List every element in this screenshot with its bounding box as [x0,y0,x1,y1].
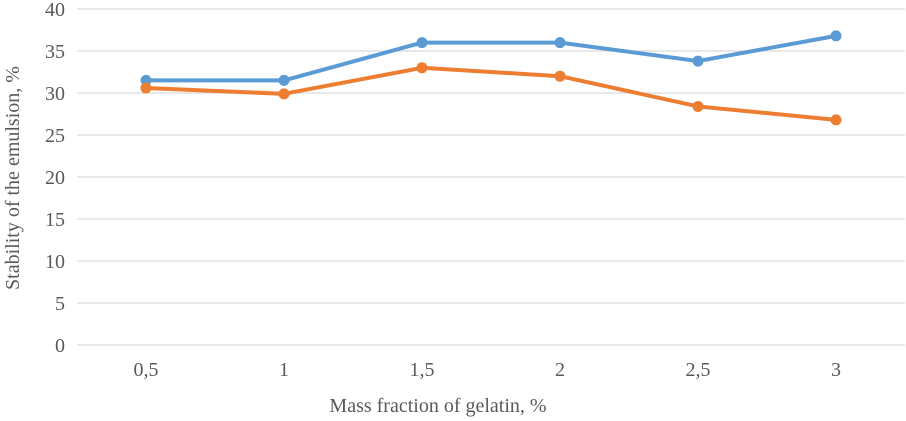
x-tick-label-2: 2 [555,359,565,381]
series-line-series-2-orange [144,65,838,122]
y-tick-label-35: 35 [45,41,65,63]
data-point-series-2-orange-x2-5 [692,100,704,112]
data-point-series-2-orange-x1 [278,88,290,100]
x-tick-label-1: 1 [279,359,289,381]
data-point-series-2-orange-x1-5 [416,62,428,74]
data-point-series-1-blue-x1-5 [416,37,428,49]
series-line-series-1-blue [144,33,838,83]
data-point-series-2-orange-x2 [554,70,566,82]
data-point-series-1-blue-x1 [278,74,290,86]
y-tick-label-15: 15 [45,209,65,231]
data-point-series-1-blue-x2-5 [692,55,704,67]
x-axis-title: Mass fraction of gelatin, % [329,395,547,417]
data-point-series-2-orange-x0-5 [140,82,152,94]
x-tick-label-2-5: 2,5 [686,359,711,381]
x-tick-label-0-5: 0,5 [134,359,159,381]
y-tick-label-20: 20 [45,167,65,189]
y-axis-title: Stability of the emulsion, % [2,66,24,290]
y-tick-label-5: 5 [55,293,65,315]
data-point-series-1-blue-x2 [554,37,566,49]
x-tick-label-3: 3 [831,359,841,381]
data-point-series-1-blue-x0-5 [140,74,152,86]
y-tick-label-25: 25 [45,125,65,147]
y-tick-label-10: 10 [45,251,65,273]
y-tick-label-40: 40 [45,0,65,21]
data-point-series-2-orange-x3 [830,114,842,126]
data-point-series-1-blue-x3 [830,30,842,42]
x-tick-label-1-5: 1,5 [410,359,435,381]
y-tick-label-30: 30 [45,83,65,105]
y-tick-label-0: 0 [55,335,65,357]
